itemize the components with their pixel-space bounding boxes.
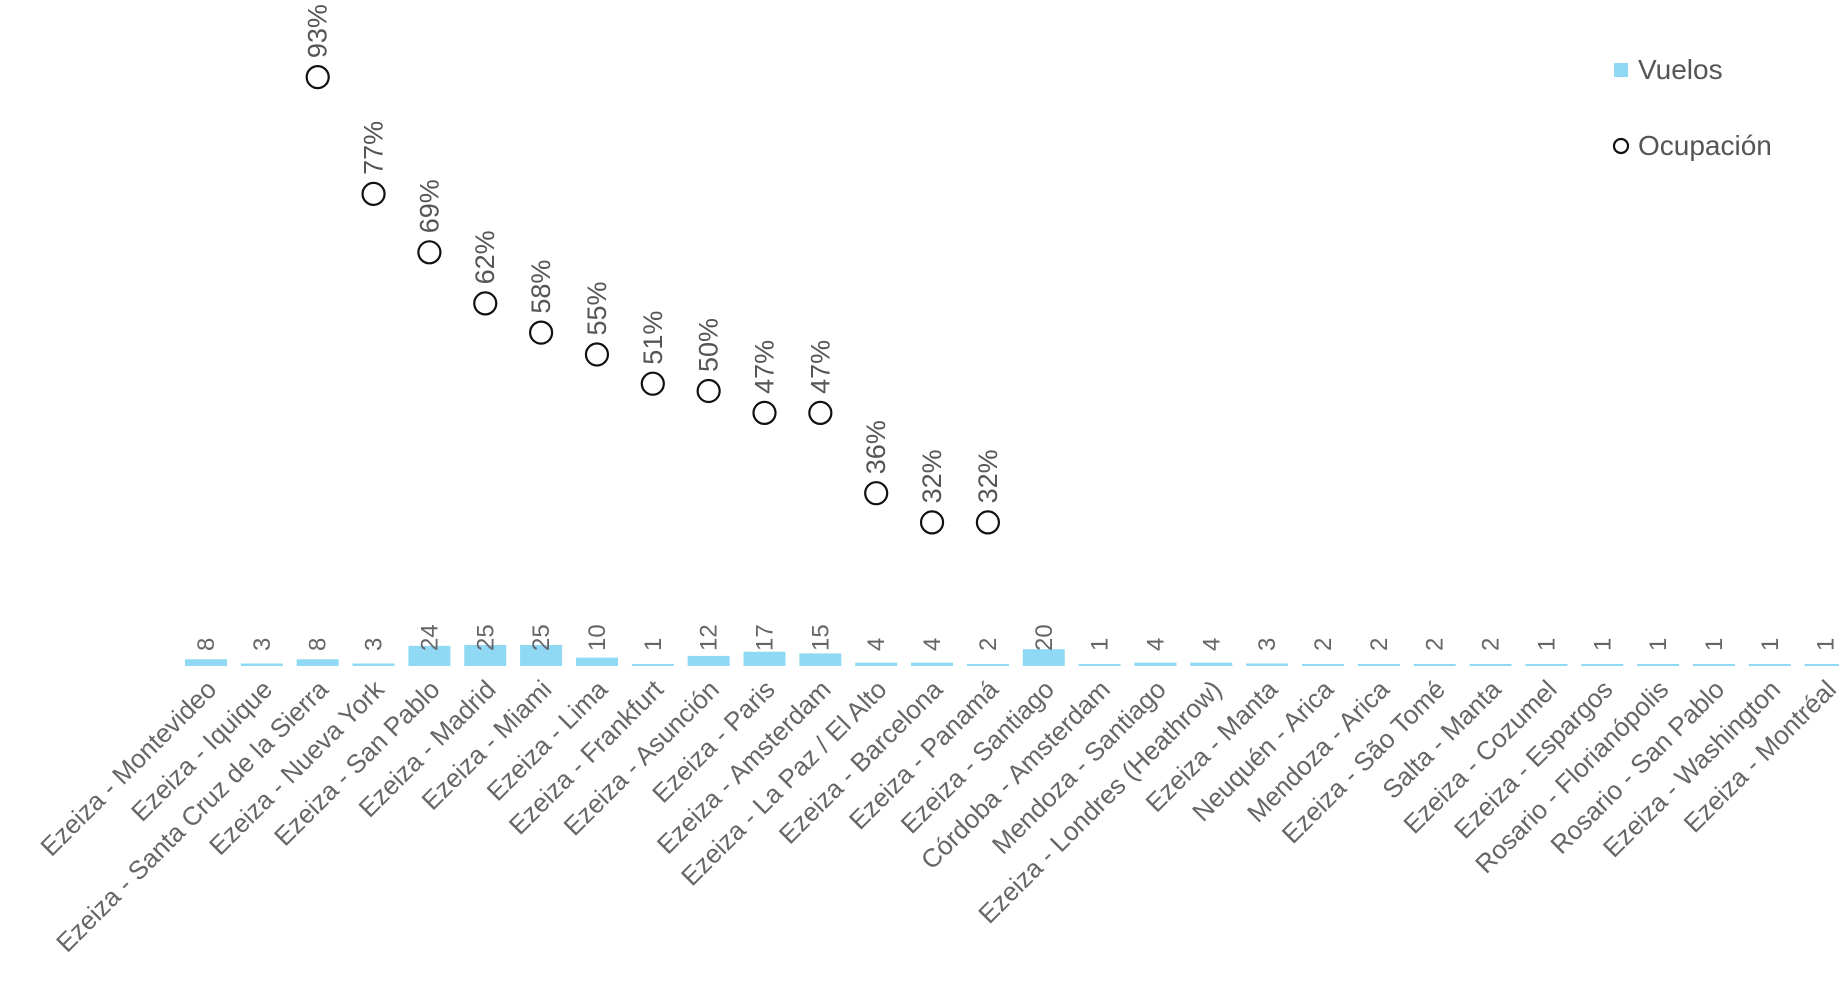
occupancy-point-13 xyxy=(919,510,945,535)
bar-value-label-15: 20 xyxy=(1031,624,1058,651)
legend: Vuelos Ocupación xyxy=(1612,54,1772,161)
occupancy-point-14 xyxy=(975,510,1001,535)
bar-vuelos-13 xyxy=(911,662,954,666)
bar-value-label-28: 1 xyxy=(1757,638,1784,651)
occupancy-label-7: 55% xyxy=(582,281,612,335)
bar-vuelos-10 xyxy=(743,651,786,666)
occupancy-point-12 xyxy=(864,481,889,506)
bar-value-label-14: 2 xyxy=(975,638,1002,651)
bar-vuelos-17 xyxy=(1134,662,1177,666)
bar-value-label-16: 1 xyxy=(1087,638,1114,651)
bar-vuelos-23 xyxy=(1469,664,1512,666)
bar-value-label-27: 1 xyxy=(1701,638,1728,651)
occupancy-point-5 xyxy=(473,291,498,316)
bar-value-label-21: 2 xyxy=(1366,638,1393,651)
occupancy-label-2: 93% xyxy=(303,4,333,58)
bar-value-label-6: 25 xyxy=(528,624,555,651)
bar-vuelos-12 xyxy=(855,662,898,666)
bar-value-label-19: 3 xyxy=(1254,638,1281,651)
occupancy-point-4 xyxy=(417,240,442,265)
bar-vuelos-21 xyxy=(1357,664,1400,666)
bar-vuelos-7 xyxy=(575,657,618,666)
bar-vuelos-2 xyxy=(296,659,339,666)
bar-vuelos-27 xyxy=(1692,664,1735,666)
occupancy-label-14: 32% xyxy=(973,449,1003,503)
bar-value-label-10: 17 xyxy=(752,624,779,651)
bar-value-label-8: 1 xyxy=(640,638,667,651)
bar-vuelos-5 xyxy=(464,645,507,666)
bar-vuelos-22 xyxy=(1413,664,1456,666)
bar-vuelos-8 xyxy=(631,664,674,666)
occupancy-label-4: 69% xyxy=(414,179,444,233)
occupancy-point-3 xyxy=(361,181,386,206)
bar-vuelos-3 xyxy=(352,663,395,666)
occupancy-point-9 xyxy=(696,378,721,404)
bar-value-label-9: 12 xyxy=(696,624,723,651)
bar-value-label-18: 4 xyxy=(1198,638,1225,651)
bar-vuelos-20 xyxy=(1302,664,1344,666)
occupancy-label-10: 47% xyxy=(750,340,780,394)
bar-value-label-13: 4 xyxy=(919,638,946,651)
legend-ocupacion-label: Ocupación xyxy=(1638,130,1772,161)
occupancy-label-11: 47% xyxy=(805,340,835,394)
legend-ocupacion-marker xyxy=(1612,137,1630,155)
bar-vuelos-19 xyxy=(1246,663,1289,666)
occupancy-point-7 xyxy=(584,342,610,367)
legend-vuelos-label: Vuelos xyxy=(1638,54,1723,85)
bar-vuelos-11 xyxy=(799,653,842,666)
occupancy-label-9: 50% xyxy=(694,318,724,372)
bar-value-label-11: 15 xyxy=(807,624,834,651)
occupancy-label-5: 62% xyxy=(470,230,500,284)
bar-value-label-29: 1 xyxy=(1813,638,1839,651)
bar-value-label-12: 4 xyxy=(863,638,890,651)
bar-value-label-4: 24 xyxy=(416,624,443,651)
bar-vuelos-25 xyxy=(1581,664,1624,666)
bar-value-label-5: 25 xyxy=(472,624,499,651)
occupancy-point-2 xyxy=(305,64,330,90)
bar-vuelos-18 xyxy=(1190,662,1233,666)
bar-value-label-25: 1 xyxy=(1589,638,1616,651)
bar-vuelos-6 xyxy=(520,645,563,666)
bar-value-label-23: 2 xyxy=(1478,638,1505,651)
bar-value-label-22: 2 xyxy=(1422,638,1449,651)
bar-value-label-7: 10 xyxy=(584,624,611,651)
bar-value-label-0: 8 xyxy=(193,638,220,651)
bar-value-label-26: 1 xyxy=(1645,638,1672,651)
occupancy-label-12: 36% xyxy=(861,420,891,474)
occupancy-point-6 xyxy=(528,320,554,345)
bar-value-label-2: 8 xyxy=(305,638,332,651)
bar-vuelos-4 xyxy=(408,645,451,666)
bar-vuelos-16 xyxy=(1078,664,1121,666)
occupancy-label-6: 58% xyxy=(526,260,556,314)
bar-value-label-1: 3 xyxy=(249,638,276,651)
occupancy-label-13: 32% xyxy=(917,449,947,503)
bar-vuelos-29 xyxy=(1804,664,1839,666)
occupancy-point-11 xyxy=(808,400,833,425)
bar-vuelos-1 xyxy=(240,663,283,666)
occupancy-label-3: 77% xyxy=(359,121,389,175)
bar-value-label-20: 2 xyxy=(1310,638,1337,651)
occupancy-point-8 xyxy=(640,371,665,396)
bar-vuelos-0 xyxy=(185,659,227,666)
legend-vuelos-swatch xyxy=(1614,63,1628,77)
bar-vuelos-14 xyxy=(966,664,1009,666)
bar-vuelos-9 xyxy=(687,655,730,666)
occupancy-label-8: 51% xyxy=(638,311,668,365)
bar-value-label-17: 4 xyxy=(1142,638,1169,651)
bar-vuelos-24 xyxy=(1525,664,1568,666)
occupancy-point-10 xyxy=(752,400,777,425)
bar-vuelos-26 xyxy=(1637,664,1680,666)
bar-value-label-24: 1 xyxy=(1533,638,1560,651)
bar-vuelos-28 xyxy=(1748,664,1791,666)
bar-value-label-3: 3 xyxy=(361,638,388,651)
bar-vuelos-15 xyxy=(1022,649,1065,666)
